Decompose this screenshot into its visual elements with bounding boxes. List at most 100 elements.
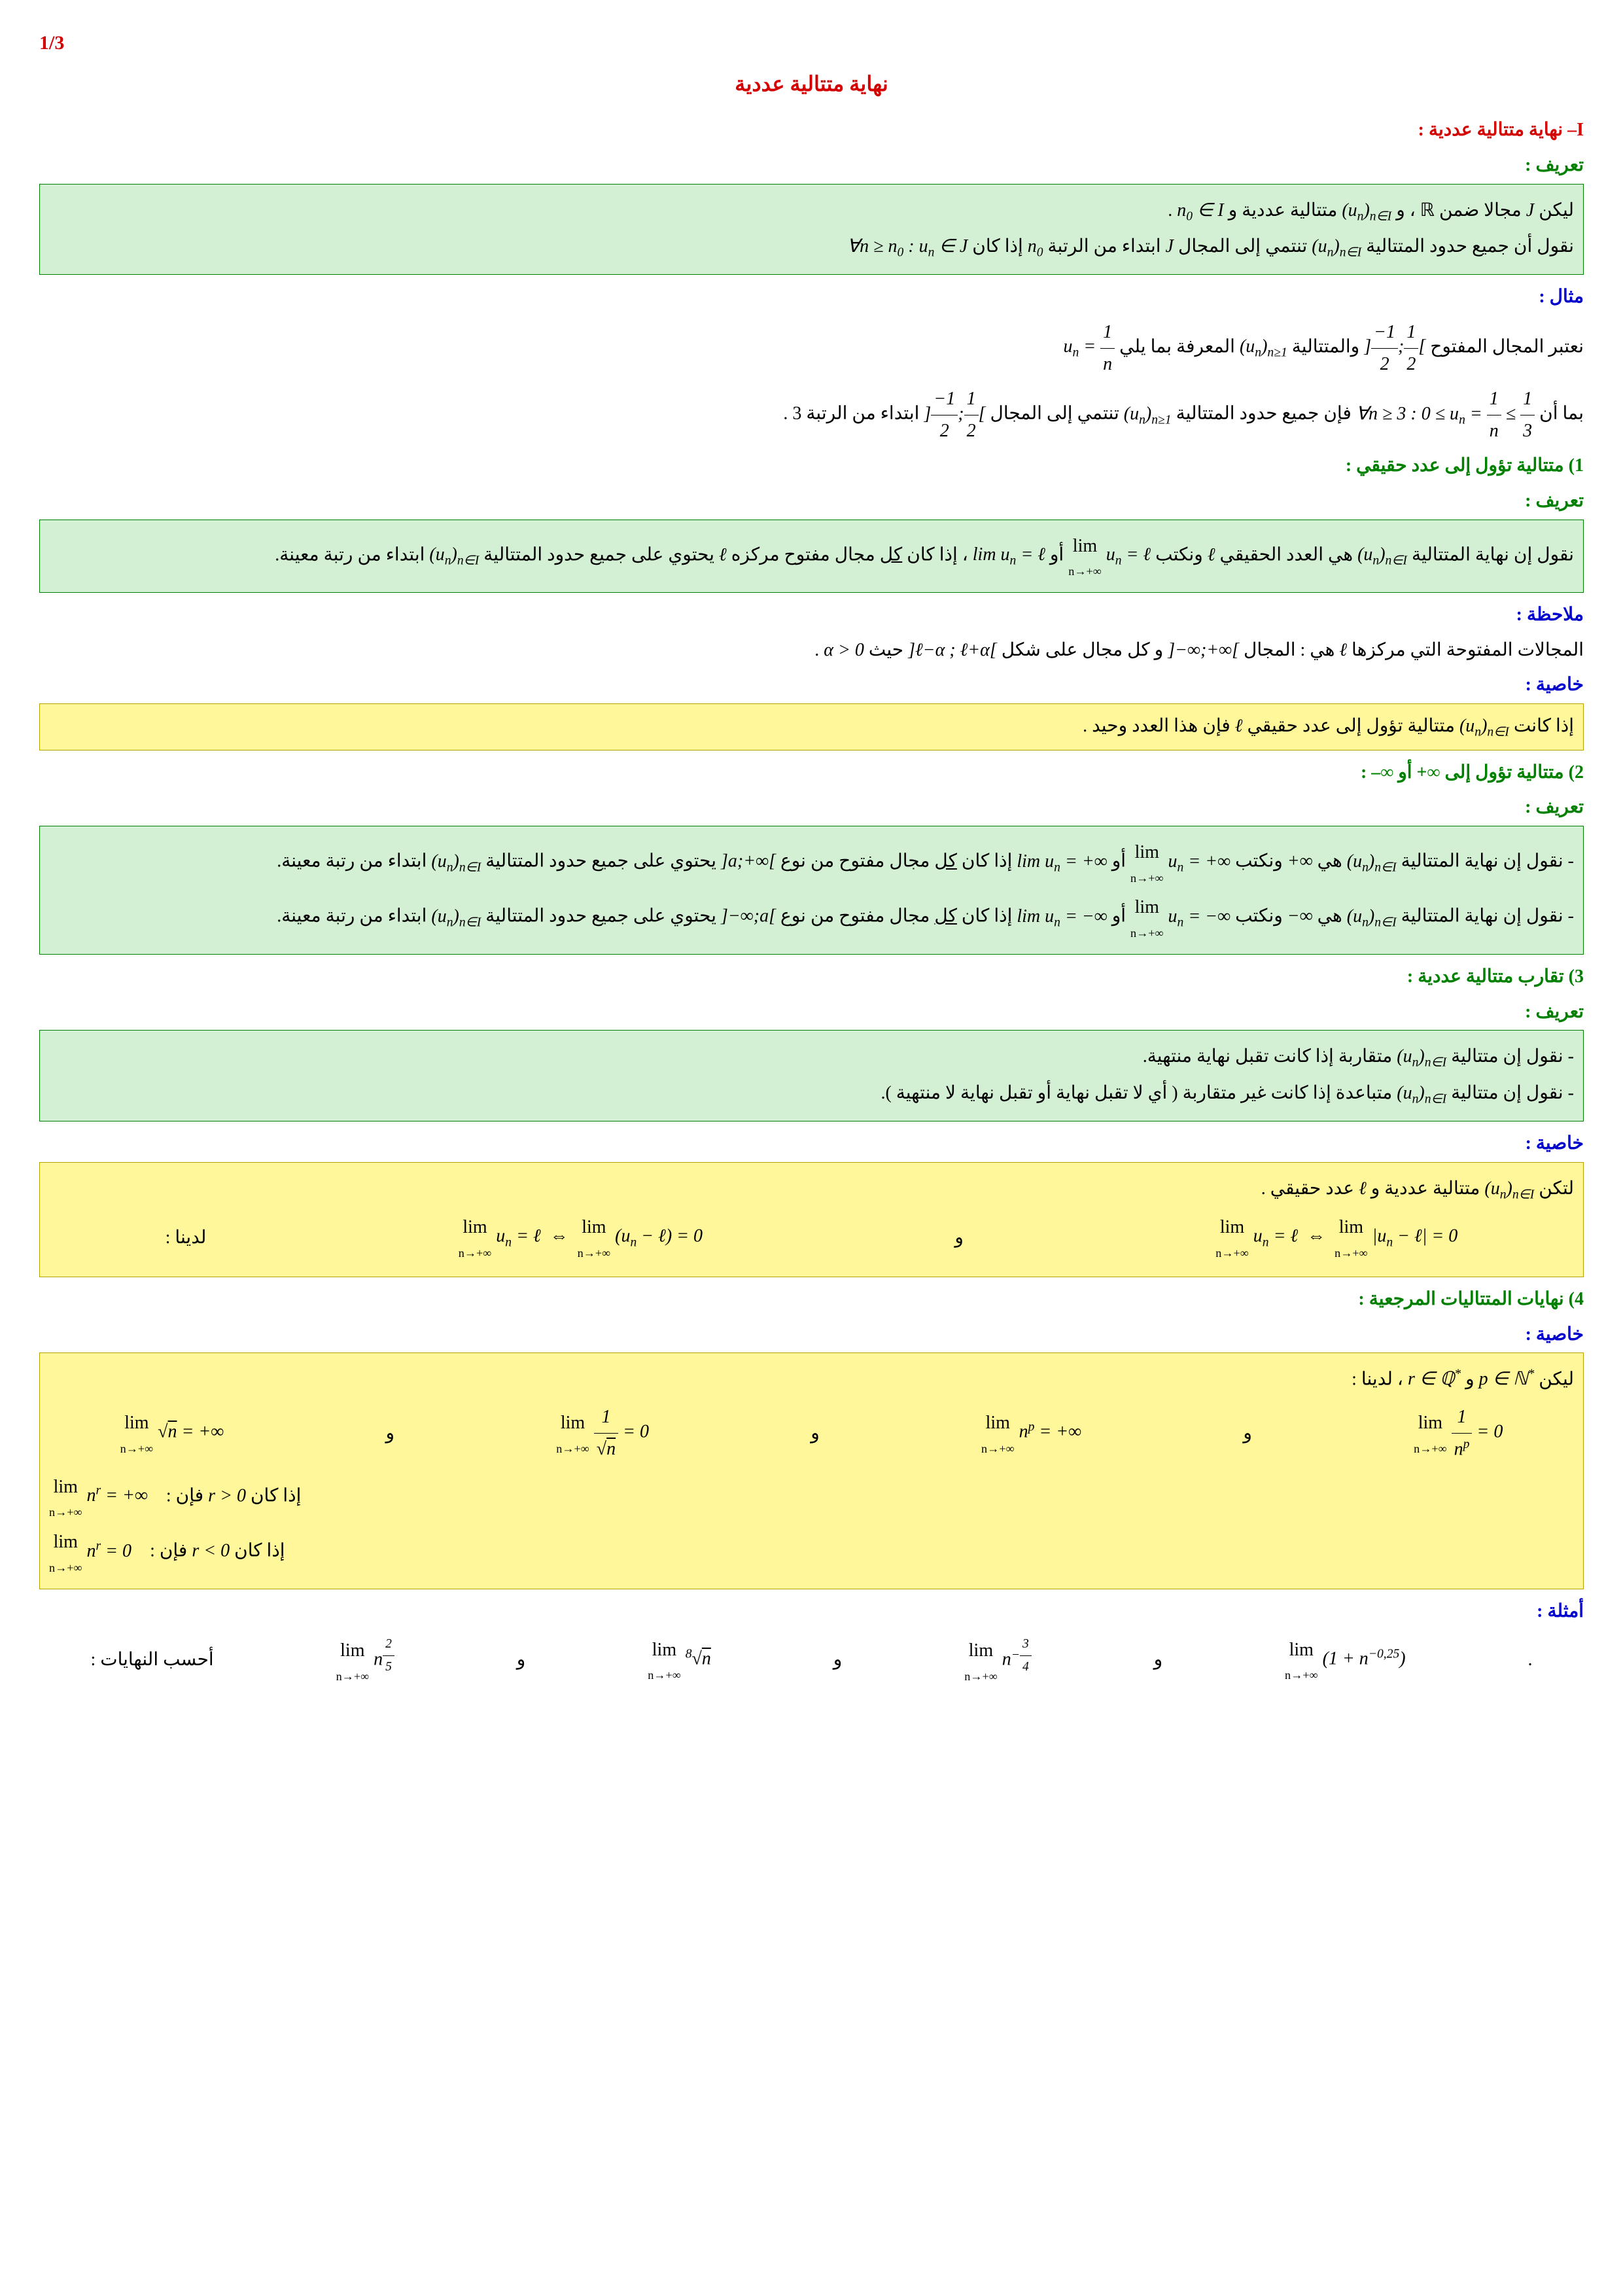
t: أحسب النهايات : — [90, 1644, 213, 1676]
sep: و — [811, 1418, 820, 1449]
m: (un)n∈I — [1347, 851, 1397, 872]
t: ابتداء من رتبة معينة. — [275, 544, 425, 565]
math-n0: n0 ∈ I — [1177, 200, 1224, 221]
sub3-title: 3) تقارب متتالية عددية : — [39, 961, 1584, 993]
ex-f2: limn→+∞ 8√n — [648, 1634, 711, 1686]
t: . — [814, 640, 819, 660]
def-label-3: تعريف : — [39, 792, 1584, 823]
m: ℓ — [1359, 1178, 1367, 1199]
t: متباعدة إذا كانت غير متقاربة ( أي لا تقب… — [881, 1083, 1392, 1103]
m: (un)n∈I — [429, 544, 479, 565]
m: r < 0 — [192, 1541, 230, 1561]
prop3-head: ليكن p ∈ ℕ* و r ∈ ℚ* ، لدينا : — [49, 1364, 1574, 1395]
prop2-line1: لتكن (un)n∈I متتالية عددية و ℓ عدد حقيقي… — [49, 1173, 1574, 1206]
m: (un)n∈I — [1459, 716, 1509, 736]
property-3-box: ليكن p ∈ ℕ* و r ∈ ℚ* ، لدينا : limn→+∞ √… — [39, 1352, 1584, 1589]
m: α > 0 — [824, 640, 864, 660]
t: إذا كان — [957, 851, 1012, 872]
m: limn→+∞ un = ℓ — [1068, 544, 1151, 565]
t: عدد حقيقي . — [1261, 1178, 1354, 1199]
t: ليكن — [1534, 200, 1574, 221]
sub2-title: 2) متتالية تؤول إلى ∞+ أو ∞– : — [39, 757, 1584, 788]
t: كل — [934, 851, 957, 872]
t: لدينا : — [166, 1222, 207, 1254]
ex1-line2: بما أن ∀n ≥ 3 : 0 ≤ un = 1n ≤ 13 فإن جمي… — [39, 383, 1584, 446]
m: lim un = ℓ — [973, 544, 1045, 565]
sep: و — [1243, 1418, 1252, 1449]
math-un: (un)n∈I — [1342, 200, 1391, 221]
t: و كل مجال على شكل — [997, 640, 1163, 660]
t: تنتمي إلى المجال — [985, 404, 1119, 424]
t: - نقول إن متتالية — [1446, 1083, 1574, 1103]
t: يحتوي على جميع حدود المتتالية — [481, 851, 716, 872]
t: كل — [880, 544, 903, 565]
t: . — [1168, 200, 1172, 221]
m: ℓ — [1339, 640, 1347, 660]
math-undef: un = 1n — [1063, 336, 1115, 357]
m: ]−∞;a[ — [721, 906, 776, 927]
f: limn→+∞ nr = +∞ — [49, 1485, 148, 1506]
m: ℓ — [1235, 716, 1243, 736]
m: −∞ — [1287, 906, 1313, 927]
math-seq: (un)n≥1 — [1240, 336, 1287, 357]
t: ونكتب — [1151, 544, 1203, 565]
t: كل — [934, 906, 957, 927]
t: ابتداء من رتبة معينة. — [277, 906, 427, 927]
ex1-line1: نعتبر المجال المفتوح ]−12;12[ والمتتالية… — [39, 317, 1584, 380]
definition-2-box: نقول إن نهاية المتتالية (un)n∈I هي العدد… — [39, 520, 1584, 593]
t: متتالية تؤول إلى عدد حقيقي — [1242, 716, 1455, 736]
def-label-1: تعريف : — [39, 150, 1584, 181]
t: تنتمي إلى المجال — [1174, 236, 1307, 256]
m: (un)n∈I — [431, 906, 481, 927]
t: متتالية عددية و — [1367, 1178, 1480, 1199]
def4b: - نقول إن متتالية (un)n∈I متباعدة إذا كا… — [49, 1078, 1574, 1110]
m: ]−∞;+∞[ — [1168, 640, 1239, 660]
m: +∞ — [1287, 851, 1313, 872]
t: أو — [1108, 851, 1126, 872]
property-2-box: لتكن (un)n∈I متتالية عددية و ℓ عدد حقيقي… — [39, 1162, 1584, 1277]
t: والمتتالية — [1287, 336, 1359, 357]
math-interval2: ]−12;12[ — [924, 404, 985, 424]
sub1-title: 1) متتالية تؤول إلى عدد حقيقي : — [39, 450, 1584, 482]
eq2: limn→+∞ un = ℓ ⇔ limn→+∞ |un − ℓ| = 0 — [1215, 1212, 1457, 1263]
t: ونكتب — [1230, 906, 1283, 927]
math-n02: n0 — [1028, 236, 1043, 256]
dot: . — [1528, 1644, 1533, 1676]
def1-line2: نقول أن جميع حدود المتتالية (un)n∈I تنتم… — [49, 231, 1574, 264]
t: هي — [1313, 906, 1342, 927]
note-label: ملاحظة : — [39, 599, 1584, 631]
t: إذا كان — [230, 1541, 285, 1561]
t: فإن : — [166, 1485, 203, 1506]
m: (un)n∈I — [431, 851, 481, 872]
t: بما أن — [1535, 404, 1584, 424]
examples-row: أحسب النهايات : limn→+∞ n25 و limn→+∞ 8√… — [39, 1633, 1584, 1686]
page-number: 1/3 — [39, 26, 1584, 60]
def3a: - نقول إن نهاية المتتالية (un)n∈I هي +∞ … — [49, 837, 1574, 889]
t: حيث — [864, 640, 903, 660]
math-R: ℝ — [1420, 200, 1435, 221]
example-label: مثال : — [39, 281, 1584, 313]
m: ℓ — [1208, 544, 1215, 565]
prop-label-1: خاصية : — [39, 669, 1584, 701]
t: إذا كان — [968, 236, 1022, 256]
t: مجال مفتوح من نوع — [776, 906, 930, 927]
m: limn→+∞ un = −∞ — [1130, 906, 1230, 927]
definition-4-box: - نقول إن متتالية (un)n∈I متقاربة إذا كا… — [39, 1030, 1584, 1122]
sep: و — [385, 1418, 394, 1449]
t: نقول أن جميع حدود المتتالية — [1361, 236, 1574, 256]
t: هي العدد الحقيقي — [1215, 544, 1353, 565]
prop3-row1: limn→+∞ √n = +∞ و limn→+∞ 1√n = 0 و limn… — [49, 1402, 1574, 1465]
t: هي — [1313, 851, 1342, 872]
m: lim un = −∞ — [1017, 906, 1107, 927]
t: فإن هذا العدد وحيد . — [1083, 716, 1230, 736]
m: (un)n∈I — [1397, 1046, 1446, 1067]
t: - نقول إن متتالية — [1446, 1046, 1574, 1067]
m: (un)n∈I — [1347, 906, 1397, 927]
m: r ∈ ℚ* — [1408, 1369, 1461, 1389]
t: نقول إن نهاية المتتالية — [1407, 544, 1574, 565]
m: (un)n∈I — [1484, 1178, 1534, 1199]
ex-f3: limn→+∞ n−34 — [964, 1633, 1032, 1686]
m: limn→+∞ un = +∞ — [1130, 851, 1230, 872]
math-cond: ∀n ≥ n0 : un ∈ J — [847, 236, 968, 256]
t: ، و — [1391, 200, 1416, 221]
